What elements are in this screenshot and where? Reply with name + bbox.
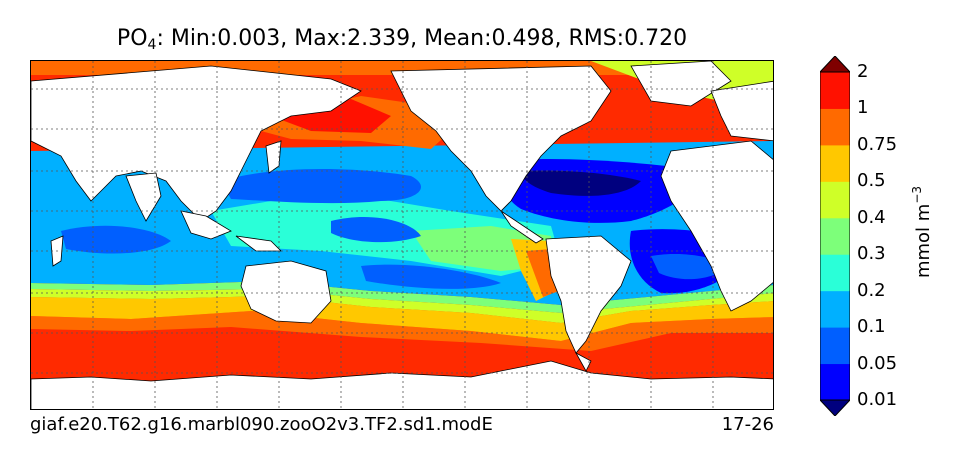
colorbar-tick-label: 0.4 [857,206,886,228]
colorbar-tick-label: 0.01 [857,389,898,410]
colorbar-tick-label: 2 [857,61,869,82]
map-panel [30,60,774,410]
colorbar-tick-label: 0.1 [857,316,886,338]
colorbar-extend-min [820,399,850,416]
colorbar-bin [820,72,850,109]
case-name: giaf.e20.T62.g16.marbl090.zooO2v3.TF2.sd… [30,414,493,435]
colorbar [820,56,850,416]
colorbar-tick-label: 0.75 [857,133,898,155]
colorbar-bin [820,363,850,401]
colorbar-tick-label: 0.5 [857,170,886,192]
po4-map [31,61,773,409]
colorbar-units: mmol m−3 [910,185,934,279]
colorbar-bin [820,181,850,219]
colorbar-bin [820,108,850,146]
year-range: 17-26 [721,414,774,435]
map-title: PO4: Min:0.003, Max:2.339, Mean:0.498, R… [116,26,688,53]
colorbar-tick-label: 0.05 [857,352,898,374]
colorbar-bin [820,254,850,292]
colorbar-tick-label: 0.3 [857,243,886,265]
colorbar-extend-max [820,56,850,73]
colorbar-bin [820,290,850,328]
colorbar-tick-label: 1 [857,97,869,119]
colorbar-tick-label: 0.2 [857,279,886,301]
colorbar-bin [820,144,850,182]
colorbar-bin [820,327,850,365]
colorbar-bin [820,217,850,255]
